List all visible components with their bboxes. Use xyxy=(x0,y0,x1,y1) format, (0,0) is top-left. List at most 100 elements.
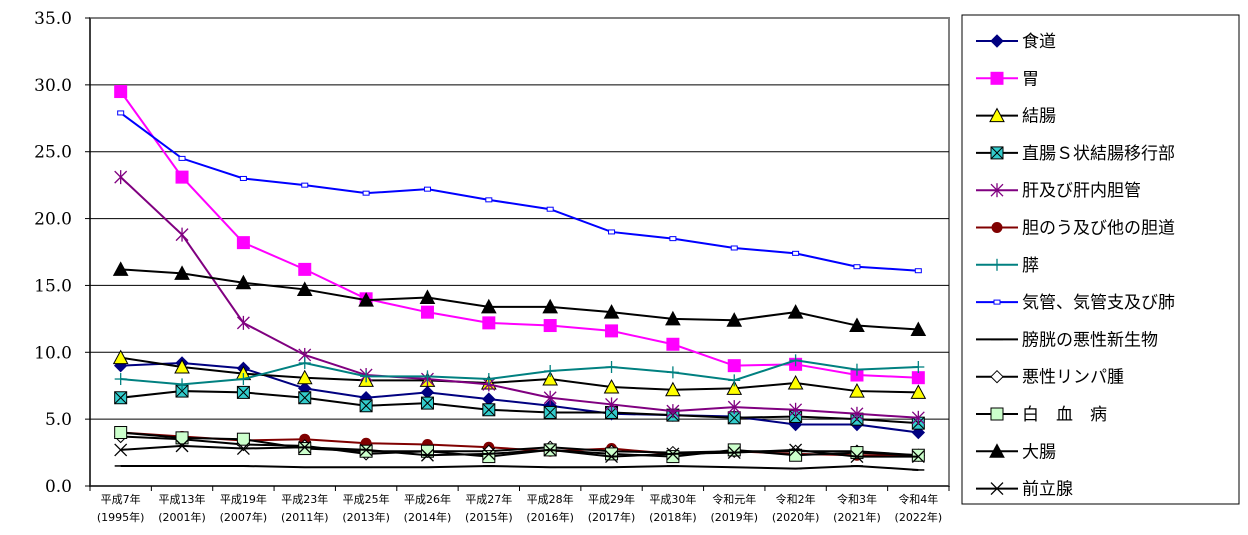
legend-item: 直腸Ｓ状結腸移行部 xyxy=(976,144,1175,164)
data-point xyxy=(727,359,741,373)
data-point xyxy=(911,448,925,462)
legend-label: 胆のう及び他の胆道 xyxy=(1022,219,1175,239)
data-point xyxy=(236,315,250,330)
data-point xyxy=(112,349,129,365)
series-7 xyxy=(117,110,922,274)
data-point xyxy=(112,261,129,276)
x-tick-label: (2022年) xyxy=(895,510,943,524)
legend-swatch-marker xyxy=(990,71,1004,85)
y-tick-label: 25.0 xyxy=(34,143,72,163)
legend-swatch-marker xyxy=(990,407,1004,421)
y-axis: 0.0 5.0 10.0 15.0 20.0 25.0 30.0 35.0 xyxy=(34,9,91,497)
data-point xyxy=(482,403,496,417)
data-point xyxy=(296,281,313,296)
legend-item: 結腸 xyxy=(976,107,1056,127)
legend-item: 肝及び肝内胆管 xyxy=(976,181,1141,201)
data-point xyxy=(605,324,619,338)
data-point xyxy=(730,245,738,251)
legend-swatch-marker xyxy=(990,183,1004,198)
x-tick-label: 平成19年 xyxy=(220,492,267,506)
data-point xyxy=(849,317,865,333)
x-tick-label: (2015年) xyxy=(465,510,513,524)
x-tick-label: 平成23年 xyxy=(281,492,328,506)
data-point xyxy=(666,447,680,461)
data-point xyxy=(603,378,620,394)
data-point xyxy=(482,450,496,464)
data-point xyxy=(728,374,741,387)
data-point xyxy=(174,358,190,374)
data-point xyxy=(543,405,557,419)
data-point xyxy=(853,264,861,270)
data-point xyxy=(666,450,680,464)
legend-item: 膀胱の悪性新生物 xyxy=(976,330,1158,350)
x-tick-label: (2021年) xyxy=(833,510,881,524)
legend-label: 膀胱の悪性新生物 xyxy=(1022,330,1158,350)
legend-item: 気管、気管支及び肺 xyxy=(976,293,1175,313)
series-line xyxy=(120,390,919,425)
legend-label: 食道 xyxy=(1022,32,1056,52)
x-tick-label: (2017年) xyxy=(588,510,636,524)
data-point xyxy=(175,384,189,398)
x-tick-label: 平成28年 xyxy=(527,492,574,506)
x-tick-label: 平成27年 xyxy=(465,492,512,506)
data-point xyxy=(665,381,681,397)
data-point xyxy=(298,391,312,405)
x-tick-label: 令和4年 xyxy=(898,492,938,506)
series-line xyxy=(120,361,919,434)
data-point xyxy=(419,289,436,304)
data-point xyxy=(789,443,803,457)
series-line xyxy=(119,176,919,419)
legend-swatch-marker xyxy=(990,34,1004,48)
x-tick-label: 令和3年 xyxy=(837,492,877,506)
x-tick-label: 平成13年 xyxy=(159,492,206,506)
data-point xyxy=(114,426,128,440)
x-tick-label: 平成7年 xyxy=(101,492,141,506)
data-point xyxy=(175,227,189,242)
data-point xyxy=(421,448,434,462)
data-point xyxy=(421,370,434,383)
data-point xyxy=(176,378,189,391)
legend-label: 膵 xyxy=(1022,256,1039,276)
x-tick-label: (2019年) xyxy=(710,510,758,524)
data-point xyxy=(912,360,925,373)
data-point xyxy=(608,229,616,235)
legend-swatch-marker xyxy=(990,146,1004,160)
data-point xyxy=(669,236,677,242)
series-line xyxy=(120,359,919,386)
series-4 xyxy=(114,170,925,425)
data-point xyxy=(543,319,557,333)
legend-swatch-marker xyxy=(989,443,1005,458)
x-tick-label: 令和2年 xyxy=(776,492,816,506)
y-tick-label: 10.0 xyxy=(34,343,72,363)
data-point xyxy=(605,397,618,412)
legend-item: 食道 xyxy=(976,32,1056,52)
data-point xyxy=(298,442,312,456)
data-point xyxy=(360,370,373,383)
data-point xyxy=(298,440,312,454)
data-point xyxy=(359,443,373,457)
data-point xyxy=(727,446,741,460)
plot-frame xyxy=(89,17,950,487)
legend-swatch-marker xyxy=(993,299,1001,305)
y-tick-label: 5.0 xyxy=(45,410,72,430)
y-tick-label: 35.0 xyxy=(34,9,72,29)
data-point xyxy=(175,431,189,445)
data-point xyxy=(114,443,128,457)
plot-area xyxy=(89,17,950,487)
x-tick-label: 平成26年 xyxy=(404,492,451,506)
data-point xyxy=(358,292,374,307)
legend-item: 大腸 xyxy=(976,442,1056,462)
data-point xyxy=(235,274,252,290)
legend-swatch-marker xyxy=(990,369,1004,384)
data-point xyxy=(236,432,250,446)
series-8 xyxy=(114,464,925,471)
x-axis: 平成7年 (1995年) 平成13年 (2001年) 平成19年 (2007年) 平成23年… xyxy=(89,485,950,524)
data-point xyxy=(236,442,250,456)
y-tick-label: 30.0 xyxy=(34,76,72,96)
legend-item: 胆のう及び他の胆道 xyxy=(976,219,1175,239)
legend-label: 大腸 xyxy=(1022,442,1056,462)
data-point xyxy=(787,374,804,390)
data-point xyxy=(546,206,554,212)
series-6 xyxy=(114,354,925,391)
